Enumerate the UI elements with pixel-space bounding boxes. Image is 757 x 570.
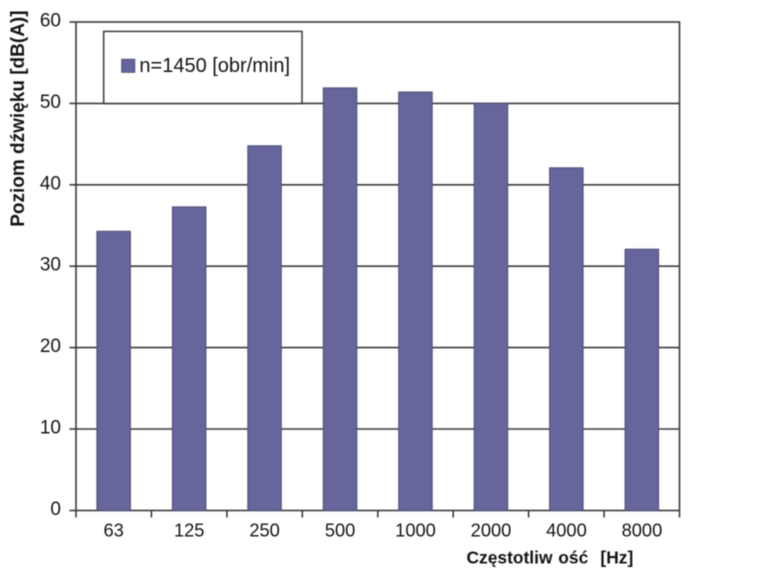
svg-text:4000: 4000 bbox=[546, 519, 587, 540]
svg-text:500: 500 bbox=[325, 519, 356, 540]
svg-text:n=1450 [obr/min]: n=1450 [obr/min] bbox=[139, 55, 290, 77]
svg-text:10: 10 bbox=[40, 418, 61, 439]
svg-text:8000: 8000 bbox=[622, 519, 663, 540]
svg-text:2000: 2000 bbox=[471, 519, 512, 540]
svg-text:250: 250 bbox=[249, 519, 280, 540]
svg-text:50: 50 bbox=[40, 92, 61, 113]
svg-text:Poziom dźwięku [dB(A)]: Poziom dźwięku [dB(A)] bbox=[8, 10, 29, 226]
svg-text:20: 20 bbox=[40, 336, 61, 357]
svg-text:30: 30 bbox=[40, 255, 61, 276]
svg-text:Częstotliw ość [Hz]: Częstotliw ość [Hz] bbox=[467, 548, 634, 568]
svg-text:40: 40 bbox=[40, 173, 61, 194]
svg-text:125: 125 bbox=[174, 519, 205, 540]
svg-text:63: 63 bbox=[104, 519, 124, 540]
svg-text:1000: 1000 bbox=[395, 519, 436, 540]
svg-text:60: 60 bbox=[40, 11, 61, 32]
svg-text:0: 0 bbox=[50, 499, 61, 520]
